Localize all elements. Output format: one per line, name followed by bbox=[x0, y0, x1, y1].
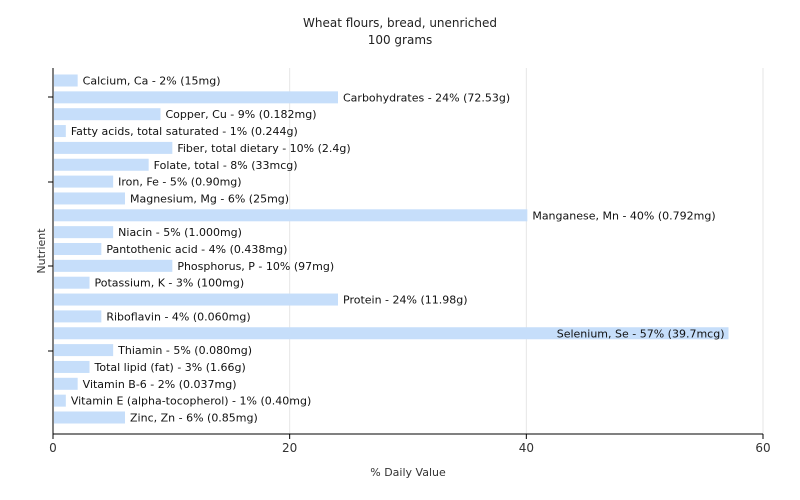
bar-label: Calcium, Ca - 2% (15mg) bbox=[83, 75, 221, 88]
bar bbox=[54, 226, 114, 239]
bar-label: Vitamin E (alpha-tocopherol) - 1% (0.40m… bbox=[71, 395, 311, 408]
bar bbox=[54, 259, 173, 272]
bar bbox=[54, 74, 78, 87]
bar bbox=[54, 192, 125, 205]
bar-label: Total lipid (fat) - 3% (1.66g) bbox=[94, 361, 246, 374]
bar bbox=[54, 175, 114, 188]
bar bbox=[54, 411, 125, 424]
bar bbox=[54, 394, 66, 407]
bar-label: Zinc, Zn - 6% (0.85mg) bbox=[130, 412, 258, 425]
bar-label: Copper, Cu - 9% (0.182mg) bbox=[166, 108, 317, 121]
bar bbox=[54, 377, 78, 390]
y-ticks bbox=[48, 96, 53, 352]
bar-label: Niacin - 5% (1.000mg) bbox=[118, 226, 242, 239]
gridlines bbox=[289, 68, 764, 434]
bar-label: Iron, Fe - 5% (0.90mg) bbox=[118, 176, 241, 189]
bar bbox=[54, 108, 161, 121]
bar bbox=[54, 141, 173, 154]
bar-label: Magnesium, Mg - 6% (25mg) bbox=[130, 192, 289, 205]
x-ticks: 0 20 40 60 bbox=[49, 434, 771, 455]
bars: Calcium, Ca - 2% (15mg) Carbohydrates - 2… bbox=[54, 74, 729, 425]
bar-label: Riboflavin - 4% (0.060mg) bbox=[106, 310, 250, 323]
x-tick-label: 20 bbox=[282, 441, 297, 455]
bar bbox=[54, 360, 90, 373]
bar bbox=[54, 243, 102, 255]
x-tick-label: 0 bbox=[49, 441, 57, 455]
bar bbox=[54, 158, 149, 171]
bar-label: Carbohydrates - 24% (72.53g) bbox=[343, 91, 510, 104]
bar-label: Phosphorus, P - 10% (97mg) bbox=[177, 260, 334, 273]
x-tick-label: 60 bbox=[755, 441, 770, 455]
x-axis-label: % Daily Value bbox=[370, 466, 446, 479]
bar bbox=[54, 344, 114, 357]
bar-label: Protein - 24% (11.98g) bbox=[343, 294, 468, 307]
bar bbox=[54, 310, 102, 323]
bar bbox=[54, 327, 729, 340]
bar-label: Fatty acids, total saturated - 1% (0.244… bbox=[71, 125, 298, 138]
bar bbox=[54, 293, 338, 306]
chart-title: Wheat flours, bread, unenriched bbox=[303, 16, 497, 30]
x-tick-label: 40 bbox=[519, 441, 534, 455]
bar-label: Fiber, total dietary - 10% (2.4g) bbox=[177, 142, 350, 155]
axes bbox=[52, 68, 763, 435]
bar-label: Pantothenic acid - 4% (0.438mg) bbox=[106, 243, 287, 256]
plot-background bbox=[53, 68, 763, 434]
chart-subtitle: 100 grams bbox=[368, 33, 433, 47]
bar-label: Thiamin - 5% (0.080mg) bbox=[117, 344, 252, 357]
bar bbox=[54, 91, 338, 104]
bar bbox=[54, 125, 66, 138]
bar-label: Folate, total - 8% (33mcg) bbox=[154, 159, 298, 172]
bar-label: Potassium, K - 3% (100mg) bbox=[95, 277, 245, 290]
y-axis-label: Nutrient bbox=[35, 228, 48, 274]
bar-label: Selenium, Se - 57% (39.7mcg) bbox=[557, 327, 725, 340]
bar-label: Vitamin B-6 - 2% (0.037mg) bbox=[83, 378, 237, 391]
bar bbox=[54, 276, 90, 289]
bar-label: Manganese, Mn - 40% (0.792mg) bbox=[532, 209, 715, 222]
bar bbox=[54, 209, 528, 222]
